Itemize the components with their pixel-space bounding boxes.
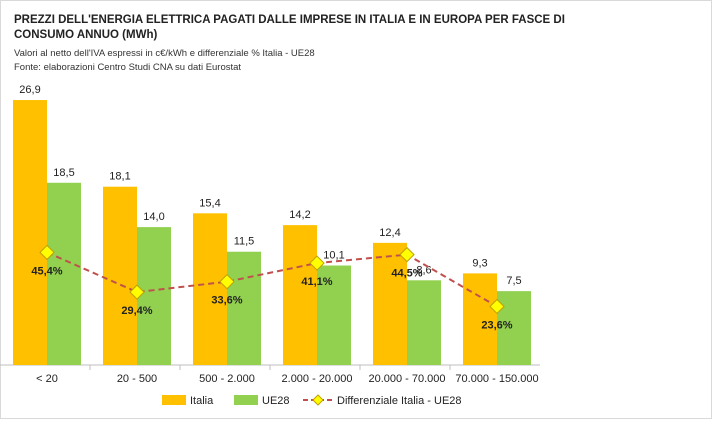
bar-italia-4 bbox=[373, 242, 407, 365]
chart-source: Fonte: elaborazioni Centro Studi CNA su … bbox=[14, 62, 242, 73]
bar-italia-2 bbox=[193, 213, 227, 365]
data-label-italia: 12,4 bbox=[379, 227, 400, 239]
data-label-italia: 9,3 bbox=[472, 257, 487, 269]
data-label-italia: 26,9 bbox=[19, 84, 40, 96]
data-label-italia: 15,4 bbox=[199, 197, 220, 209]
legend-label-ue28: UE28 bbox=[262, 395, 290, 407]
bar-italia-5 bbox=[463, 273, 497, 365]
data-label-ue28: 14,0 bbox=[143, 211, 164, 223]
bar-ue28-3 bbox=[317, 265, 351, 365]
x-tick-label: 500 - 2.000 bbox=[199, 373, 255, 385]
data-label-ue28: 10,1 bbox=[323, 250, 344, 262]
x-tick-label: 20.000 - 70.000 bbox=[368, 373, 445, 385]
legend-swatch-ue28 bbox=[234, 395, 258, 405]
differential-label: 41,1% bbox=[301, 276, 332, 288]
differential-label: 23,6% bbox=[481, 319, 512, 331]
differential-marker bbox=[129, 284, 145, 300]
x-tick-label: 20 - 500 bbox=[117, 373, 157, 385]
x-tick-label: < 20 bbox=[36, 373, 58, 385]
bar-ue28-4 bbox=[407, 280, 441, 365]
legend-swatch-italia bbox=[162, 395, 186, 405]
bar-ue28-2 bbox=[227, 251, 261, 365]
differential-label: 33,6% bbox=[211, 295, 242, 307]
differential-marker bbox=[309, 255, 325, 271]
bar-ue28-1 bbox=[137, 227, 171, 365]
data-label-ue28: 18,5 bbox=[53, 167, 74, 179]
data-label-ue28: 11,5 bbox=[234, 236, 255, 248]
bar-italia-3 bbox=[283, 225, 317, 365]
data-label-ue28: 7,5 bbox=[506, 275, 521, 287]
differential-marker bbox=[399, 246, 415, 263]
x-tick-label: 70.000 - 150.000 bbox=[455, 373, 538, 385]
legend-marker-differenziale bbox=[312, 394, 324, 406]
differential-line bbox=[46, 251, 498, 308]
differential-label: 45,4% bbox=[31, 265, 62, 277]
legend-label-italia: Italia bbox=[190, 395, 214, 407]
differential-marker bbox=[489, 298, 505, 315]
bar-italia-1 bbox=[103, 186, 137, 365]
bar-ue28-0 bbox=[47, 182, 81, 365]
x-tick-label: 2.000 - 20.000 bbox=[282, 373, 353, 385]
data-label-italia: 14,2 bbox=[289, 209, 310, 221]
chart-subtitle: Valori al netto dell'IVA espressi in c€/… bbox=[14, 48, 315, 59]
legend-label-differenziale: Differenziale Italia - UE28 bbox=[337, 395, 462, 407]
bar-ue28-5 bbox=[497, 291, 531, 365]
data-label-italia: 18,1 bbox=[109, 171, 130, 183]
differential-marker bbox=[219, 273, 235, 290]
differential-label: 44,5% bbox=[391, 268, 422, 280]
differential-label: 29,4% bbox=[121, 305, 152, 317]
bar-italia-0 bbox=[13, 100, 47, 365]
differential-marker bbox=[39, 244, 55, 261]
chart-title: PREZZI DELL'ENERGIA ELETTRICA PAGATI DAL… bbox=[14, 14, 565, 41]
